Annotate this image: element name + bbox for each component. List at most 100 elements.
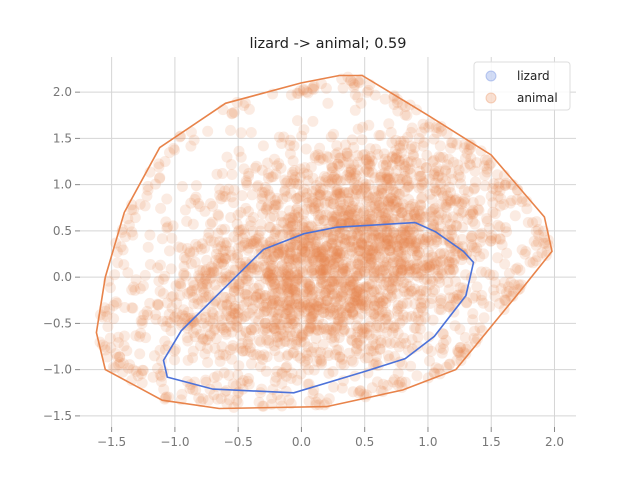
animal-point (492, 219, 504, 231)
animal-point (364, 143, 376, 155)
animal-point (320, 190, 332, 201)
animal-point (527, 257, 539, 269)
animal-point (264, 265, 276, 277)
animal-point (364, 244, 376, 256)
animal-point (354, 302, 366, 314)
animal-point (443, 256, 455, 268)
animal-point (470, 290, 482, 302)
animal-point (295, 252, 307, 263)
animal-point (362, 281, 374, 293)
animal-point (400, 278, 412, 290)
animal-point (306, 290, 318, 302)
animal-point (455, 341, 466, 353)
animal-point (383, 118, 395, 130)
animal-point (480, 266, 492, 278)
animal-point (325, 233, 337, 245)
animal-point (331, 301, 342, 313)
animal-point (251, 282, 263, 294)
animal-point (335, 152, 346, 164)
animal-point (272, 274, 284, 286)
animal-point (216, 168, 228, 179)
animal-point (414, 165, 426, 177)
animal-point (253, 396, 265, 408)
chart-title: lizard -> animal; 0.59 (250, 36, 407, 52)
animal-point (302, 326, 314, 337)
animal-point (195, 328, 207, 340)
animal-point (469, 165, 481, 177)
animal-point (259, 181, 271, 193)
animal-point (253, 334, 265, 346)
animal-point (348, 184, 360, 196)
animal-point (362, 352, 374, 364)
animal-point (473, 205, 485, 216)
animal-point (465, 239, 477, 251)
animal-point (291, 219, 303, 231)
animal-point (404, 237, 416, 249)
animal-point (316, 355, 328, 367)
animal-point (373, 292, 385, 304)
animal-point (299, 297, 311, 309)
animal-point (207, 262, 219, 274)
animal-point (415, 315, 427, 327)
animal-point (433, 272, 445, 284)
animal-point (358, 326, 370, 338)
animal-point (320, 209, 332, 221)
animal-point (224, 245, 236, 257)
animal-point (270, 226, 281, 238)
animal-point (397, 282, 409, 294)
animal-point (429, 284, 441, 296)
animal-point (328, 267, 340, 279)
animal-point (408, 150, 420, 162)
animal-point (135, 327, 147, 339)
animal-point (127, 302, 139, 314)
animal-point (332, 235, 344, 247)
scatter-points (94, 71, 555, 413)
animal-point (232, 226, 244, 237)
animal-point (514, 264, 526, 276)
animal-point (140, 332, 152, 344)
animal-point (319, 197, 331, 209)
animal-point (366, 167, 378, 179)
animal-point (201, 343, 213, 354)
y-tick-label: −1.5 (43, 409, 72, 423)
animal-point (289, 209, 301, 221)
animal-point (385, 242, 397, 254)
animal-point (325, 131, 337, 143)
animal-point (326, 177, 338, 189)
animal-point (221, 299, 233, 311)
animal-point (373, 184, 385, 196)
animal-point (224, 293, 236, 305)
animal-point (263, 189, 275, 201)
animal-point (385, 251, 397, 263)
animal-point (363, 192, 375, 204)
animal-point (400, 161, 411, 172)
animal-point (328, 242, 340, 254)
animal-point (364, 214, 376, 225)
animal-point (357, 299, 369, 311)
animal-point (308, 83, 320, 95)
animal-point (191, 312, 203, 323)
animal-point (301, 251, 313, 263)
animal-point (276, 260, 288, 272)
animal-point (274, 270, 286, 282)
animal-point (324, 255, 336, 267)
animal-point (380, 293, 392, 304)
animal-point (314, 182, 326, 194)
animal-point (232, 252, 244, 264)
animal-point (387, 198, 399, 210)
animal-point (386, 192, 397, 204)
animal-point (281, 350, 293, 362)
animal-point (205, 235, 217, 247)
animal-point (326, 264, 338, 275)
animal-point (288, 174, 300, 186)
animal-point (339, 265, 351, 277)
animal-point (228, 264, 240, 276)
animal-point (388, 265, 400, 277)
animal-point (302, 299, 314, 311)
animal-point (341, 269, 353, 281)
animal-point (426, 249, 438, 261)
animal-point (357, 207, 369, 219)
animal-point (409, 241, 421, 253)
animal-point (305, 237, 317, 249)
